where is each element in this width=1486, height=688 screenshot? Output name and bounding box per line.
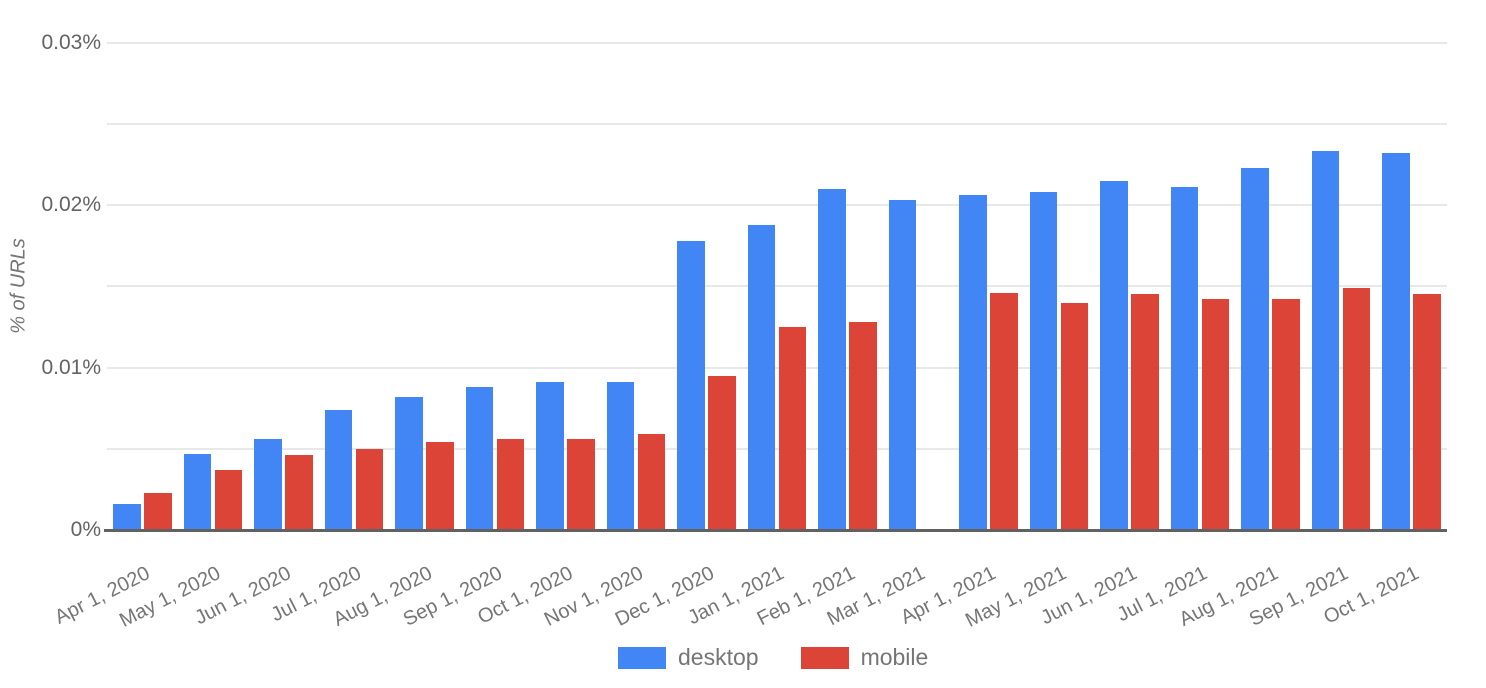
mobile-bar[interactable]	[778, 326, 807, 530]
desktop-bar[interactable]	[1100, 180, 1128, 530]
desktop-bar[interactable]	[888, 200, 917, 530]
mobile-bar[interactable]	[849, 322, 877, 530]
desktop-bar[interactable]	[395, 396, 423, 530]
gridline	[107, 285, 1447, 288]
desktop-bar[interactable]	[254, 439, 282, 530]
desktop-bar[interactable]	[183, 453, 212, 530]
desktop-bar[interactable]	[959, 195, 987, 530]
desktop-bar[interactable]	[1241, 167, 1269, 530]
y-tick-label: 0.01%	[41, 355, 101, 379]
gridline	[107, 366, 1447, 369]
desktop-bar[interactable]	[1029, 192, 1058, 530]
mobile-bar[interactable]	[1413, 294, 1441, 530]
y-tick-label: 0.02%	[41, 193, 101, 216]
gridline	[107, 447, 1447, 450]
mobile-bar[interactable]	[144, 492, 172, 530]
mobile-bar[interactable]	[1342, 287, 1371, 530]
mobile-bar[interactable]	[637, 434, 666, 530]
desktop-bar[interactable]	[1311, 151, 1340, 530]
desktop-bar[interactable]	[677, 240, 705, 530]
gridline	[107, 41, 1447, 44]
x-axis-baseline	[104, 529, 1447, 532]
mobile-bar[interactable]	[496, 439, 525, 530]
desktop-bar[interactable]	[747, 224, 776, 530]
y-axis-title: % of URLs	[7, 238, 30, 334]
gridline	[107, 204, 1447, 206]
mobile-bar[interactable]	[426, 442, 454, 530]
y-tick-label: 0.03%	[41, 30, 101, 54]
gridline	[107, 122, 1447, 125]
mobile-bar[interactable]	[1060, 302, 1089, 530]
desktop-bar[interactable]	[1382, 153, 1410, 530]
legend-mobile-label: mobile	[860, 644, 929, 670]
mobile-bar[interactable]	[355, 448, 384, 530]
mobile-bar[interactable]	[1201, 299, 1230, 530]
mobile-bar[interactable]	[1272, 299, 1300, 530]
legend-mobile-swatch	[800, 646, 849, 669]
desktop-bar[interactable]	[324, 409, 353, 530]
desktop-bar[interactable]	[818, 188, 846, 530]
mobile-bar[interactable]	[567, 439, 595, 530]
legend-desktop-swatch	[618, 646, 666, 669]
legend-desktop-label: desktop	[678, 644, 759, 670]
desktop-bar[interactable]	[1170, 187, 1199, 530]
mobile-bar[interactable]	[990, 292, 1018, 530]
desktop-bar[interactable]	[606, 382, 635, 530]
mobile-bar[interactable]	[708, 375, 736, 530]
legend-item-desktop: desktop	[618, 644, 759, 671]
mobile-bar[interactable]	[1131, 294, 1159, 530]
chart-legend: desktop mobile	[618, 644, 928, 671]
desktop-bar[interactable]	[536, 382, 564, 530]
mobile-bar[interactable]	[214, 469, 243, 530]
desktop-bar[interactable]	[113, 504, 141, 530]
mobile-bar[interactable]	[285, 455, 313, 530]
y-tick-label: 0%	[70, 518, 101, 541]
desktop-bar[interactable]	[465, 387, 494, 530]
legend-item-mobile: mobile	[800, 644, 929, 671]
